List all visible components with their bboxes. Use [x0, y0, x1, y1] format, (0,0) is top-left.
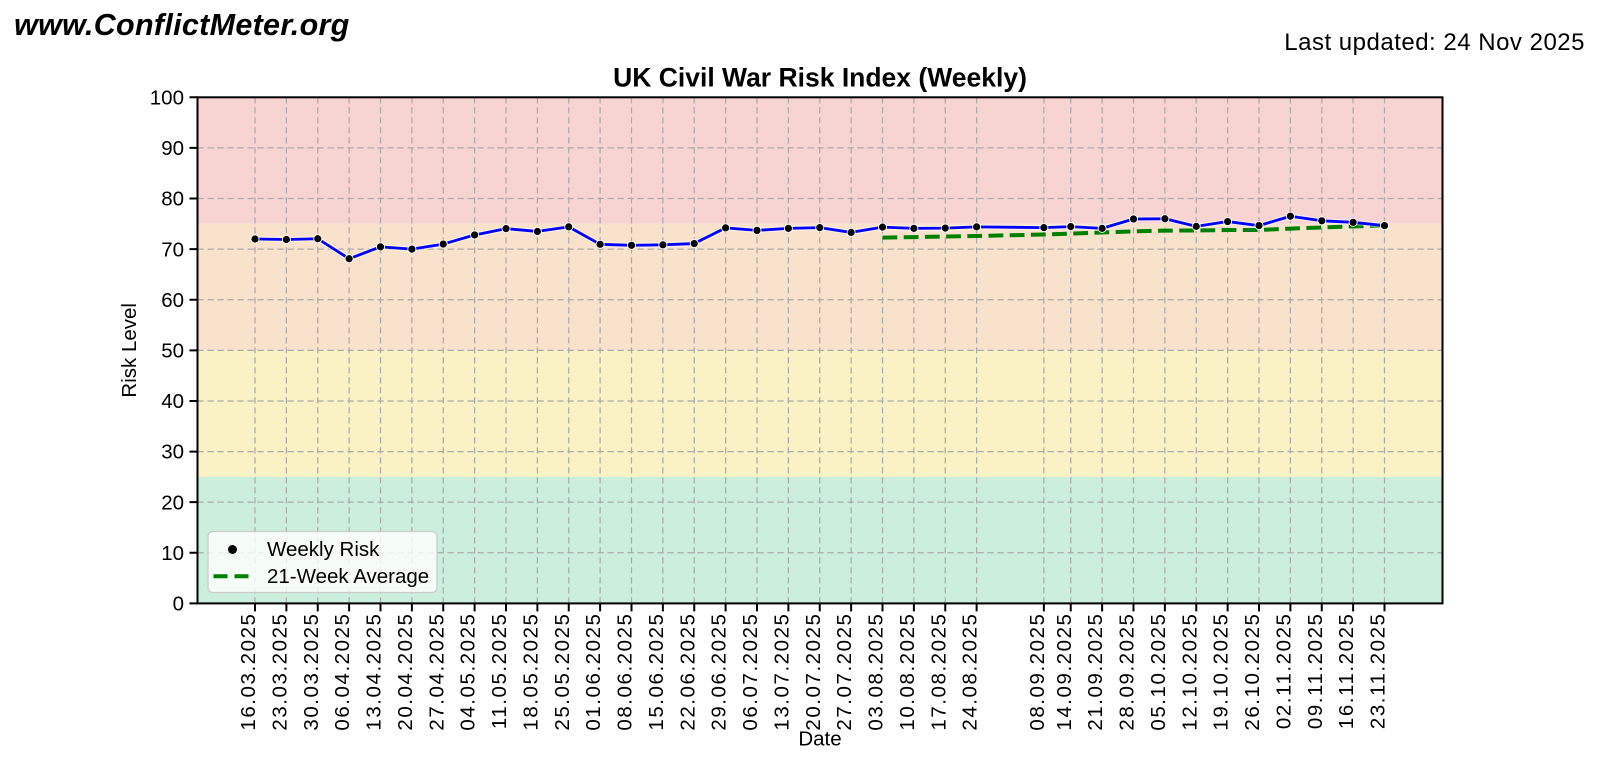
svg-text:21-Week Average: 21-Week Average: [267, 565, 429, 588]
svg-text:0: 0: [173, 593, 184, 616]
svg-text:Last updated: 24 Nov 2025: Last updated: 24 Nov 2025: [1284, 29, 1585, 56]
svg-text:27.07.2025: 27.07.2025: [833, 613, 856, 731]
svg-text:30.03.2025: 30.03.2025: [300, 613, 323, 731]
svg-text:28.09.2025: 28.09.2025: [1116, 613, 1139, 731]
svg-text:02.11.2025: 02.11.2025: [1272, 613, 1295, 730]
svg-text:Weekly Risk: Weekly Risk: [267, 538, 380, 561]
svg-text:25.05.2025: 25.05.2025: [551, 613, 574, 731]
svg-text:90: 90: [161, 137, 184, 160]
svg-text:01.06.2025: 01.06.2025: [582, 613, 605, 731]
svg-text:14.09.2025: 14.09.2025: [1053, 613, 1076, 731]
svg-text:80: 80: [161, 188, 184, 211]
svg-text:27.04.2025: 27.04.2025: [425, 613, 448, 731]
svg-text:20.04.2025: 20.04.2025: [394, 613, 417, 731]
svg-text:05.10.2025: 05.10.2025: [1147, 613, 1170, 731]
svg-text:19.10.2025: 19.10.2025: [1210, 613, 1233, 731]
svg-text:13.04.2025: 13.04.2025: [363, 613, 386, 731]
svg-text:24.08.2025: 24.08.2025: [959, 613, 982, 731]
svg-text:10: 10: [161, 542, 184, 565]
svg-text:UK Civil War Risk Index (Weekl: UK Civil War Risk Index (Weekly): [613, 63, 1027, 93]
svg-text:23.03.2025: 23.03.2025: [268, 613, 291, 731]
svg-text:www.ConflictMeter.org: www.ConflictMeter.org: [14, 8, 350, 42]
svg-text:30: 30: [161, 441, 184, 464]
svg-text:09.11.2025: 09.11.2025: [1304, 613, 1327, 730]
svg-text:06.04.2025: 06.04.2025: [331, 613, 354, 731]
svg-text:08.06.2025: 08.06.2025: [614, 613, 637, 731]
svg-text:22.06.2025: 22.06.2025: [676, 613, 699, 731]
svg-text:100: 100: [150, 86, 184, 109]
svg-text:12.10.2025: 12.10.2025: [1178, 613, 1201, 731]
svg-text:23.11.2025: 23.11.2025: [1367, 613, 1390, 730]
svg-text:70: 70: [161, 238, 184, 261]
svg-text:50: 50: [161, 340, 184, 363]
svg-text:40: 40: [161, 390, 184, 413]
svg-text:20.07.2025: 20.07.2025: [802, 613, 825, 731]
svg-text:60: 60: [161, 289, 184, 312]
svg-text:26.10.2025: 26.10.2025: [1241, 613, 1264, 731]
svg-text:04.05.2025: 04.05.2025: [457, 613, 480, 731]
svg-text:17.08.2025: 17.08.2025: [927, 613, 950, 731]
svg-text:11.05.2025: 11.05.2025: [488, 613, 511, 730]
svg-text:03.08.2025: 03.08.2025: [865, 613, 888, 731]
svg-text:16.11.2025: 16.11.2025: [1335, 613, 1358, 730]
svg-text:21.09.2025: 21.09.2025: [1084, 613, 1107, 731]
svg-text:15.06.2025: 15.06.2025: [645, 613, 668, 731]
svg-text:08.09.2025: 08.09.2025: [1026, 613, 1049, 731]
svg-text:20: 20: [161, 491, 184, 514]
svg-text:10.08.2025: 10.08.2025: [896, 613, 919, 731]
svg-text:29.06.2025: 29.06.2025: [708, 613, 731, 731]
svg-text:Date: Date: [798, 728, 841, 751]
svg-text:13.07.2025: 13.07.2025: [770, 613, 793, 731]
svg-text:06.07.2025: 06.07.2025: [739, 613, 762, 731]
svg-text:16.03.2025: 16.03.2025: [237, 613, 260, 731]
svg-text:18.05.2025: 18.05.2025: [519, 613, 542, 731]
svg-text:Risk Level: Risk Level: [118, 303, 141, 398]
